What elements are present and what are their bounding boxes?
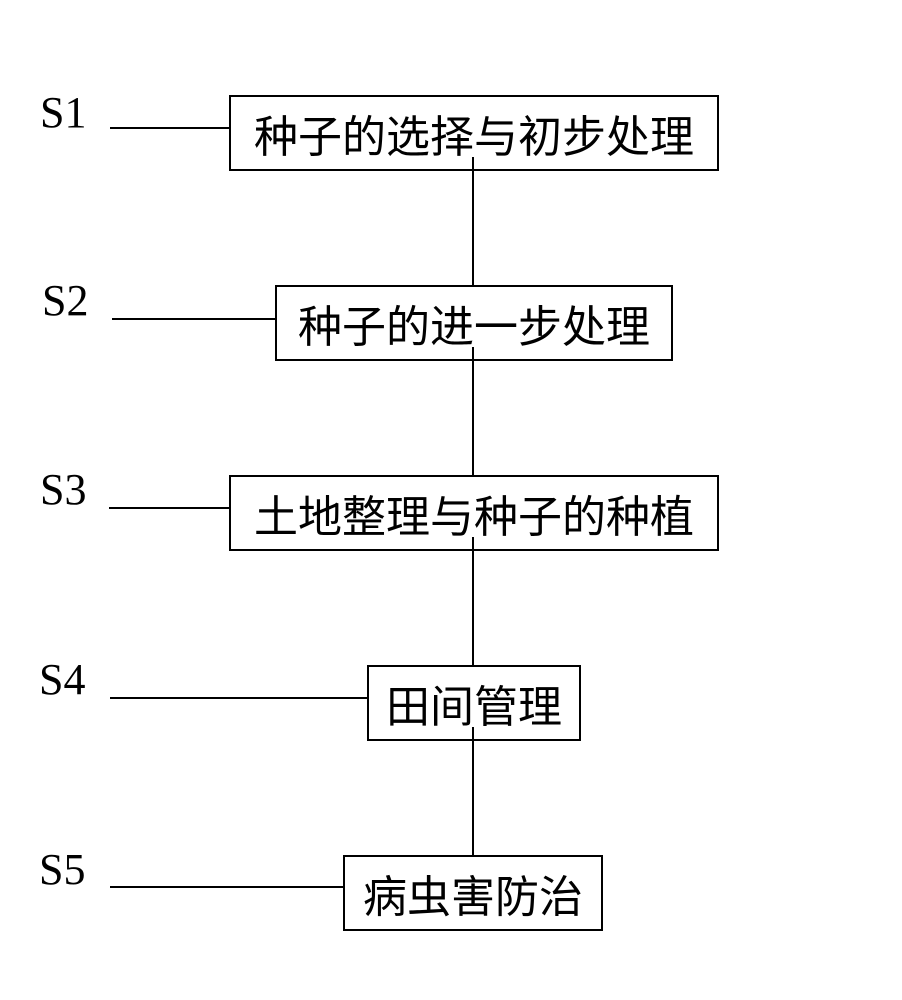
connector-4	[472, 727, 474, 855]
step-label-s5: S5	[39, 844, 85, 895]
step-box-s2: 种子的进一步处理	[275, 285, 673, 361]
step-box-s1: 种子的选择与初步处理	[229, 95, 719, 171]
step-box-s3: 土地整理与种子的种植	[229, 475, 719, 551]
connector-2	[472, 347, 474, 475]
connector-3	[472, 537, 474, 665]
step-box-s4: 田间管理	[367, 665, 581, 741]
step-label-s3: S3	[40, 464, 86, 515]
step-label-line-s4	[110, 697, 367, 699]
step-label-s2: S2	[42, 275, 88, 326]
step-label-line-s3	[109, 507, 229, 509]
step-label-line-s1	[110, 127, 229, 129]
connector-1	[472, 157, 474, 285]
step-label-line-s5	[110, 886, 343, 888]
step-label-s4: S4	[39, 654, 85, 705]
step-box-s5: 病虫害防治	[343, 855, 603, 931]
step-label-line-s2	[112, 318, 275, 320]
step-label-s1: S1	[40, 87, 86, 138]
